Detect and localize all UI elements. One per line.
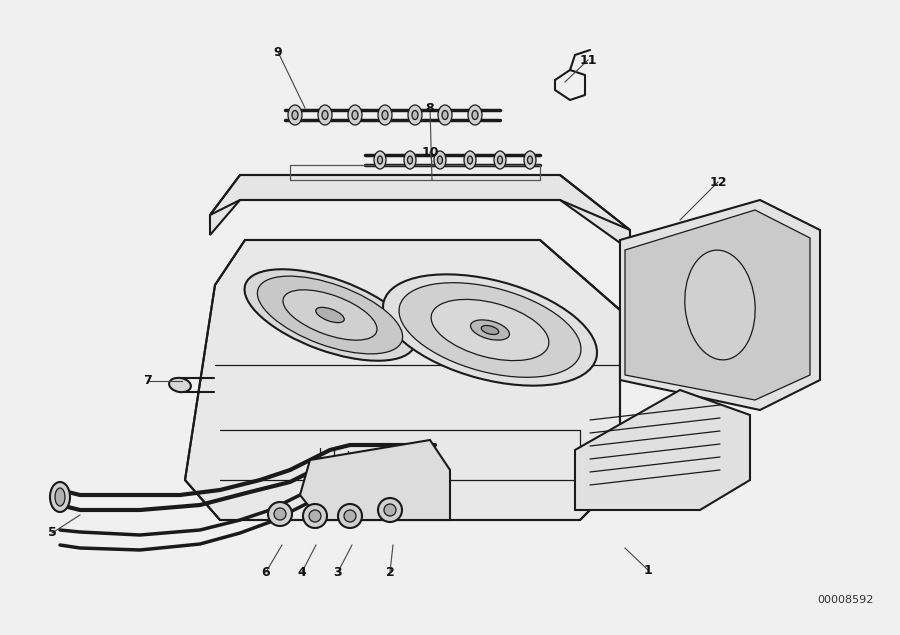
Ellipse shape bbox=[527, 156, 533, 164]
Ellipse shape bbox=[467, 156, 472, 164]
Circle shape bbox=[309, 510, 321, 522]
Ellipse shape bbox=[524, 151, 536, 169]
Ellipse shape bbox=[442, 110, 448, 119]
Polygon shape bbox=[620, 200, 820, 410]
Ellipse shape bbox=[292, 110, 298, 119]
Circle shape bbox=[268, 502, 292, 526]
Ellipse shape bbox=[377, 156, 382, 164]
Ellipse shape bbox=[404, 151, 416, 169]
Text: 8: 8 bbox=[426, 102, 435, 114]
Text: 4: 4 bbox=[298, 566, 306, 578]
Ellipse shape bbox=[374, 151, 386, 169]
Ellipse shape bbox=[169, 378, 191, 392]
Text: 12: 12 bbox=[709, 175, 727, 189]
Ellipse shape bbox=[434, 151, 446, 169]
Ellipse shape bbox=[464, 151, 476, 169]
Ellipse shape bbox=[494, 151, 506, 169]
Ellipse shape bbox=[257, 276, 402, 354]
Ellipse shape bbox=[318, 105, 332, 125]
Text: 10: 10 bbox=[421, 145, 439, 159]
Circle shape bbox=[378, 498, 402, 522]
Ellipse shape bbox=[412, 110, 418, 119]
Ellipse shape bbox=[288, 105, 302, 125]
Circle shape bbox=[274, 508, 286, 520]
Text: 7: 7 bbox=[144, 375, 152, 387]
Ellipse shape bbox=[438, 105, 452, 125]
Text: 2: 2 bbox=[385, 566, 394, 578]
Ellipse shape bbox=[498, 156, 502, 164]
Text: 1: 1 bbox=[644, 563, 652, 577]
Ellipse shape bbox=[437, 156, 443, 164]
Ellipse shape bbox=[50, 482, 70, 512]
Ellipse shape bbox=[55, 488, 65, 506]
Ellipse shape bbox=[468, 105, 482, 125]
Text: 5: 5 bbox=[48, 526, 57, 540]
Polygon shape bbox=[575, 390, 750, 510]
Circle shape bbox=[344, 510, 356, 522]
Ellipse shape bbox=[382, 110, 388, 119]
Ellipse shape bbox=[352, 110, 358, 119]
Ellipse shape bbox=[472, 110, 478, 119]
Polygon shape bbox=[185, 240, 620, 520]
Ellipse shape bbox=[378, 105, 392, 125]
Ellipse shape bbox=[245, 269, 416, 361]
Ellipse shape bbox=[685, 250, 755, 360]
Ellipse shape bbox=[482, 326, 499, 335]
Text: 6: 6 bbox=[262, 566, 270, 578]
Ellipse shape bbox=[471, 320, 509, 340]
Circle shape bbox=[338, 504, 362, 528]
Ellipse shape bbox=[283, 290, 377, 340]
Circle shape bbox=[303, 504, 327, 528]
Ellipse shape bbox=[383, 274, 597, 385]
Text: 11: 11 bbox=[580, 53, 597, 67]
Text: 3: 3 bbox=[334, 566, 342, 578]
Ellipse shape bbox=[348, 105, 362, 125]
Ellipse shape bbox=[408, 105, 422, 125]
Ellipse shape bbox=[408, 156, 412, 164]
Ellipse shape bbox=[316, 307, 344, 323]
Polygon shape bbox=[300, 440, 450, 520]
Text: 00008592: 00008592 bbox=[817, 595, 873, 605]
Ellipse shape bbox=[322, 110, 328, 119]
Ellipse shape bbox=[399, 283, 581, 377]
Polygon shape bbox=[210, 175, 630, 250]
Text: 9: 9 bbox=[274, 46, 283, 58]
Circle shape bbox=[384, 504, 396, 516]
Ellipse shape bbox=[431, 299, 549, 361]
Polygon shape bbox=[625, 210, 810, 400]
